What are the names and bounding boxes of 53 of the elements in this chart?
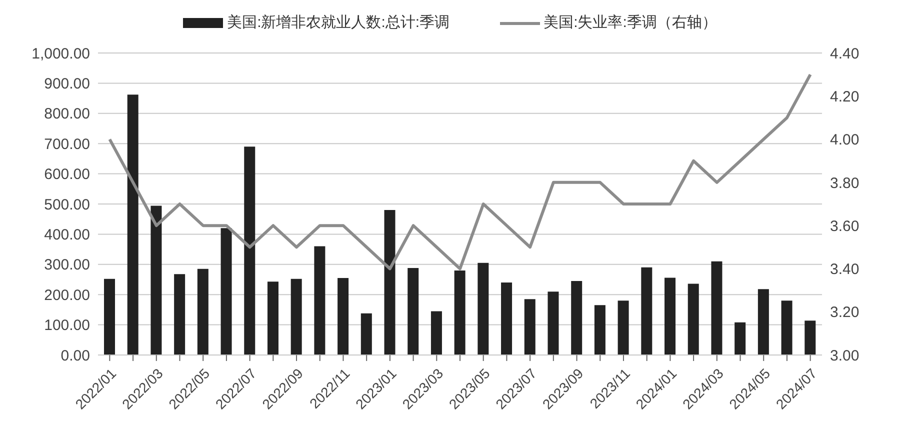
bar: [478, 262, 489, 355]
bar: [338, 278, 349, 355]
bar: [104, 278, 115, 355]
bar: [664, 278, 676, 355]
bar: [174, 274, 186, 355]
legend-label: 美国:新增非农就业人数:总计:季调: [227, 13, 450, 32]
y2-tick-label: 3.20: [830, 304, 860, 322]
bar: [501, 282, 512, 355]
y-tick-label: 300.00: [44, 256, 90, 274]
y2-tick-label: 4.40: [830, 45, 860, 62]
y2-tick-label: 4.20: [830, 88, 860, 106]
y2-tick-label: 4.00: [830, 132, 860, 149]
y-tick-label: 200.00: [44, 286, 90, 304]
bar: [314, 246, 326, 355]
bar: [360, 313, 372, 355]
bar: [758, 289, 769, 355]
bar: [267, 282, 278, 355]
y-tick-label: 500.00: [44, 196, 90, 214]
line-series: [108, 73, 812, 270]
y-tick-label: 800.00: [44, 106, 90, 123]
bar: [524, 299, 536, 355]
bar: [594, 305, 606, 355]
bar: [688, 284, 699, 355]
y-tick-label: 700.00: [44, 136, 90, 153]
bar: [220, 228, 232, 355]
bar: [781, 300, 792, 355]
y2-tick-label: 3.40: [830, 261, 860, 278]
y-tick-label: 400.00: [44, 226, 90, 244]
legend-label: 美国:失业率:季调（右轴）: [544, 13, 717, 32]
y2-tick-label: 3.00: [830, 347, 860, 364]
bar: [150, 206, 162, 355]
bar: [290, 278, 302, 355]
bar: [711, 261, 722, 355]
bar: [548, 292, 559, 355]
bar: [197, 268, 208, 355]
y-tick-label: 900.00: [44, 76, 90, 93]
bar: [804, 320, 816, 355]
bar: [127, 94, 138, 355]
bar: [618, 300, 629, 355]
y-tick-label: 0.00: [60, 347, 90, 364]
y-tick-label: 1,000.00: [32, 45, 90, 62]
bar: [734, 322, 746, 355]
bar: [454, 270, 466, 355]
bar: [384, 210, 396, 355]
y-tick-label: 600.00: [44, 166, 90, 184]
y-tick-label: 100.00: [44, 317, 90, 334]
y2-tick-label: 3.60: [830, 218, 860, 235]
y2-tick-label: 3.80: [830, 174, 860, 192]
bar: [641, 267, 652, 355]
bar: [571, 281, 582, 355]
bar: [408, 268, 419, 355]
bar: [244, 146, 256, 355]
bar: [430, 311, 442, 355]
